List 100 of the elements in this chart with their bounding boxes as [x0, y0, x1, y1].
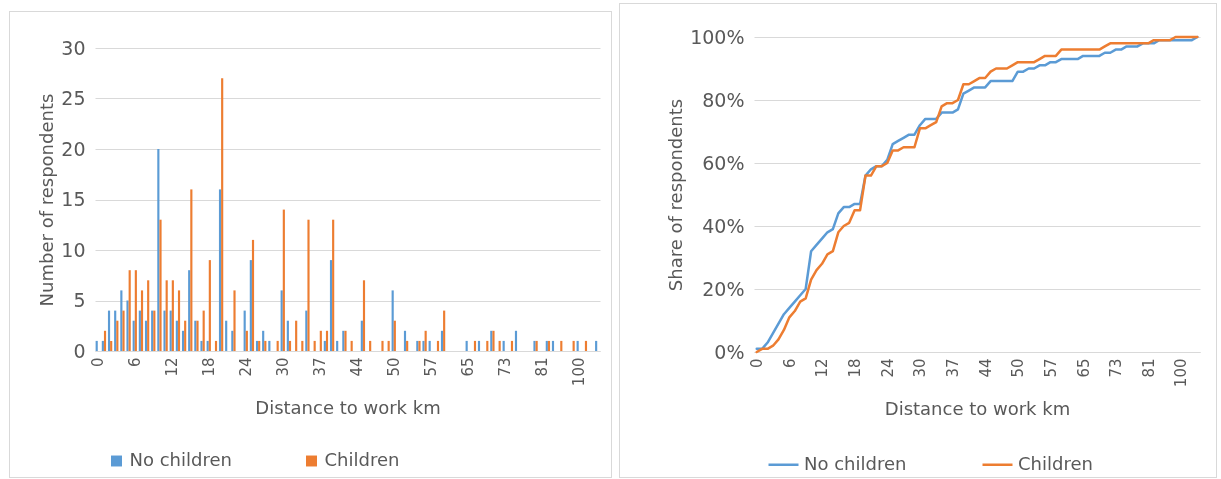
bar — [206, 340, 209, 351]
x-tick-label: 6 — [125, 357, 144, 368]
bar — [584, 340, 588, 351]
x-tick-label: 44 — [347, 357, 366, 377]
bar — [144, 320, 148, 351]
bar — [336, 340, 339, 351]
bar — [233, 290, 236, 351]
bar — [128, 270, 131, 351]
x-tick-label: 100 — [1172, 358, 1191, 388]
bar — [159, 219, 162, 351]
bar — [360, 320, 363, 351]
bar — [202, 310, 205, 351]
bar — [157, 149, 160, 351]
bar — [422, 340, 425, 351]
bar — [140, 290, 144, 351]
legend-label: Children — [324, 449, 400, 470]
bar — [286, 320, 289, 351]
bar — [107, 310, 111, 351]
bar — [243, 310, 246, 351]
bar — [288, 340, 292, 351]
bar — [214, 340, 218, 351]
x-tick-label: 81 — [532, 357, 551, 377]
bar — [175, 320, 178, 351]
y-axis-title: Number of respondents — [36, 93, 58, 307]
bar — [381, 340, 384, 351]
bar — [393, 320, 396, 351]
x-axis-title: Distance to work km — [884, 398, 1071, 420]
bar — [295, 320, 298, 351]
bar — [319, 330, 322, 351]
bar — [147, 280, 150, 351]
y-tick-label: 25 — [61, 87, 86, 109]
x-tick-label: 65 — [458, 357, 477, 377]
bar — [262, 330, 265, 351]
bar — [280, 290, 283, 351]
bar — [114, 310, 117, 351]
y-tick-label: 0% — [714, 340, 745, 363]
bar — [498, 340, 501, 351]
bar — [138, 310, 141, 351]
bar — [572, 340, 575, 351]
bar — [325, 330, 329, 351]
bar — [134, 270, 137, 351]
bar — [510, 340, 514, 351]
y-tick-label: 40% — [702, 214, 745, 237]
bar — [486, 340, 489, 351]
bar — [120, 290, 123, 351]
bar — [276, 340, 279, 351]
bar — [169, 310, 172, 351]
y-tick-label: 15 — [61, 188, 86, 210]
y-tick-label: 60% — [702, 151, 745, 174]
x-tick-label: 73 — [495, 357, 514, 377]
bar — [122, 310, 125, 351]
x-tick-label: 24 — [878, 358, 897, 378]
bar — [514, 330, 518, 351]
bar — [231, 330, 234, 351]
y-axis-title: Share of respondents — [665, 98, 687, 292]
bar — [387, 340, 390, 351]
bar — [301, 340, 304, 351]
legend-label: No children — [804, 452, 907, 474]
x-tick-label: 18 — [846, 358, 865, 378]
bar — [95, 340, 98, 351]
x-tick-label: 81 — [1139, 358, 1158, 378]
y-tick-label: 5 — [73, 289, 86, 311]
bar — [473, 340, 477, 351]
y-tick-label: 20 — [61, 137, 86, 160]
bar — [307, 219, 310, 351]
x-tick-label: 12 — [813, 358, 832, 378]
bar — [332, 219, 335, 351]
y-tick-label: 20% — [702, 277, 745, 300]
bar — [403, 330, 407, 351]
bar — [350, 340, 353, 351]
bar — [110, 340, 113, 351]
bar — [165, 280, 168, 351]
bar — [560, 340, 563, 351]
bar — [362, 280, 366, 351]
bar — [576, 340, 579, 351]
x-tick-label: 50 — [1009, 358, 1028, 378]
x-tick-label: 37 — [310, 357, 329, 377]
bar — [440, 330, 444, 351]
bar — [221, 78, 224, 351]
x-tick-label: 57 — [1041, 358, 1060, 378]
x-tick-label: 12 — [162, 357, 181, 377]
bar — [268, 340, 271, 351]
bar — [369, 340, 372, 351]
y-tick-label: 80% — [702, 88, 745, 111]
legend-label: No children — [129, 449, 232, 470]
bar — [502, 340, 505, 351]
x-tick-label: 18 — [199, 357, 218, 377]
bar — [406, 340, 409, 351]
bar — [177, 290, 181, 351]
y-tick-label: 100% — [690, 25, 745, 48]
x-tick-label: 100 — [569, 357, 588, 387]
bar — [103, 330, 107, 351]
bar — [190, 189, 193, 351]
bar — [428, 340, 431, 351]
bar — [218, 189, 222, 351]
x-tick-label: 44 — [976, 358, 995, 378]
x-tick-label: 6 — [780, 358, 799, 369]
bar — [171, 280, 174, 351]
bar — [251, 239, 255, 351]
x-tick-label: 65 — [1074, 358, 1093, 378]
